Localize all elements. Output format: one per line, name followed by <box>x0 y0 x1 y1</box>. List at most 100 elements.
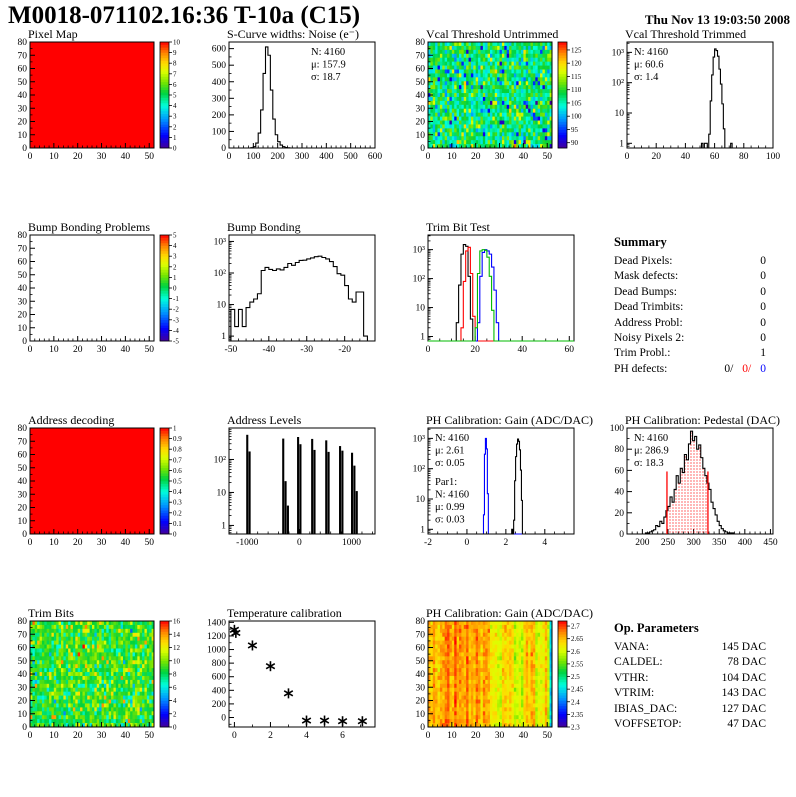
row-value: 0 <box>760 254 766 269</box>
y-tick-label: 20 <box>416 118 426 128</box>
colorbar-tick-label: 2.7 <box>571 623 580 631</box>
histogram-line <box>229 47 375 148</box>
colorbar-tick-label: 16 <box>173 618 181 626</box>
colorbar-tick-label: 2.55 <box>571 660 584 668</box>
y-tick-label: 10 <box>18 131 28 141</box>
colorbar-tick-label: 12 <box>173 644 181 652</box>
stats-line: σ: 18.3 <box>634 458 664 469</box>
y-tick-label: 70 <box>18 630 28 640</box>
x-tick-label: 50 <box>542 731 552 741</box>
y-tick-label: 1000 <box>207 646 226 656</box>
y-tick-label: 20 <box>615 509 625 519</box>
bump-bonding-problems-title: Bump Bonding Problems <box>28 221 150 234</box>
y-tick-label: 20 <box>18 311 28 321</box>
colorbar-tick-label: 2 <box>173 263 177 271</box>
colorbar-tick-label: -2 <box>173 306 179 314</box>
plot-frame <box>229 621 375 727</box>
x-tick-label: 250 <box>661 538 676 548</box>
y-tick-label: 10 <box>18 710 28 720</box>
x-tick-label: 300 <box>686 538 701 548</box>
colorbar-tick-label: 10 <box>173 39 181 47</box>
colorbar-tick-label: 3 <box>173 253 177 261</box>
level-spike <box>353 466 355 534</box>
y-tick-label: 10² <box>413 465 426 475</box>
histogram-line <box>428 250 574 341</box>
row-value: 0 <box>760 285 766 300</box>
x-tick-label: 0 <box>28 345 33 355</box>
row-label: VTRIM: <box>614 686 654 701</box>
pixel-map-title: Pixel Map <box>28 28 78 41</box>
vcal-threshold-trimmed-title: Vcal Threshold Trimmed <box>625 28 746 41</box>
data-point-marker <box>358 716 367 726</box>
level-spike <box>311 439 313 534</box>
y-tick-label: 60 <box>615 466 625 476</box>
histogram-line <box>428 247 574 341</box>
colorbar-tick-label: 115 <box>571 73 582 81</box>
colorbar-tick-label: -4 <box>173 327 179 335</box>
level-spike <box>246 435 248 534</box>
address-decoding-title: Address decoding <box>28 414 114 427</box>
row-value: 0 <box>760 300 766 315</box>
colorbar-tick-label: 0 <box>173 531 177 539</box>
level-spike <box>356 491 358 534</box>
row-label: Address Probl: <box>614 316 683 331</box>
colorbar-tick-label: 0.4 <box>173 488 182 496</box>
colorbar-tick-label: 3 <box>173 113 177 121</box>
row-label: PH defects: <box>614 362 667 377</box>
y-tick-label: 10² <box>413 275 426 285</box>
x-tick-label: 20 <box>471 152 481 162</box>
y-tick-label: 60 <box>18 65 28 75</box>
address-levels-title: Address Levels <box>227 414 302 427</box>
colorbar-tick-label: 4 <box>173 697 177 705</box>
x-tick-label: 350 <box>712 538 727 548</box>
plot-frame <box>229 42 375 148</box>
y-tick-label: 50 <box>18 78 28 88</box>
y-tick-label: 1 <box>221 521 226 531</box>
op-parameters-row: VANA:145 DAC <box>614 640 766 655</box>
x-tick-label: 40 <box>121 538 131 548</box>
y-tick-label: 50 <box>416 657 426 667</box>
x-tick-label: -2 <box>424 538 432 548</box>
histogram-line <box>229 256 375 341</box>
colorbar-tick-label: 2 <box>173 123 177 131</box>
y-tick-label: 50 <box>18 271 28 281</box>
row-label: VANA: <box>614 640 649 655</box>
stats-line: N: 4160 <box>634 433 668 444</box>
y-tick-label: 30 <box>18 490 28 500</box>
y-tick-label: 0 <box>221 713 226 723</box>
data-point-marker <box>302 716 311 726</box>
row-label: Dead Bumps: <box>614 285 677 300</box>
summary-title: Summary <box>614 235 782 250</box>
level-spike <box>351 453 353 534</box>
plot-frame <box>229 235 375 341</box>
x-tick-label: 30 <box>97 345 107 355</box>
y-tick-label: 800 <box>212 659 227 669</box>
y-tick-label: 300 <box>212 94 227 104</box>
op-parameters-row: IBIAS_DAC:127 DAC <box>614 702 766 717</box>
x-tick-label: 30 <box>495 152 505 162</box>
x-tick-label: 2 <box>503 538 508 548</box>
colorbar-tick-label: 7 <box>173 70 177 78</box>
colorbar-tick-label: 0.5 <box>173 478 182 486</box>
plot-frame <box>229 428 375 534</box>
x-tick-label: 50 <box>144 538 154 548</box>
stats-line: σ: 18.7 <box>311 72 341 83</box>
x-tick-label: -30 <box>300 345 313 355</box>
y-tick-label: 0 <box>420 723 425 733</box>
y-tick-label: 80 <box>18 617 28 627</box>
op-parameters-title: Op. Parameters <box>614 621 782 636</box>
colorbar-tick-label: 5 <box>173 232 177 240</box>
y-tick-label: 70 <box>18 437 28 447</box>
x-tick-label: 0 <box>28 731 33 741</box>
y-tick-label: 50 <box>18 657 28 667</box>
row-label: Trim Probl.: <box>614 346 670 361</box>
